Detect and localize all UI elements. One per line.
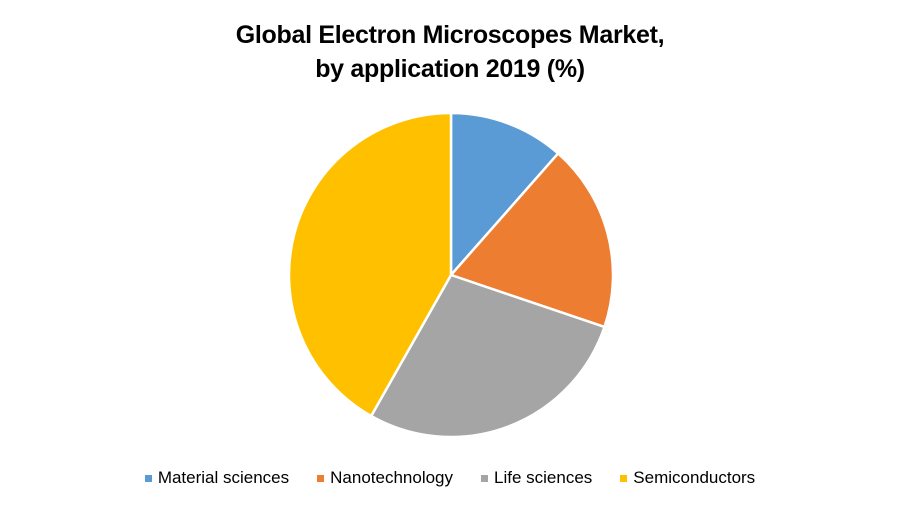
- legend-item-life-sciences: Life sciences: [481, 468, 592, 488]
- legend-swatch-material-sciences: [144, 474, 152, 482]
- legend-label: Nanotechnology: [330, 468, 454, 487]
- legend-swatch-nanotechnology: [317, 474, 325, 482]
- legend-item-nanotechnology: Nanotechnology: [317, 468, 453, 488]
- chart-title: Global Electron Microscopes Market, by a…: [0, 18, 900, 86]
- chart-title-line-2: by application 2019 (%): [315, 55, 585, 83]
- pie-slice-nanotechnology: [449, 152, 615, 329]
- legend-label: Material sciences: [157, 468, 290, 487]
- pie-slice-semiconductors: [287, 111, 453, 418]
- pie-slice-material-sciences: [449, 111, 560, 277]
- legend-item-semiconductors: Semiconductors: [620, 468, 755, 488]
- legend-label: Semiconductors: [633, 468, 756, 487]
- legend-label: Life sciences: [494, 468, 593, 487]
- chart-title-line-1: Global Electron Microscopes Market,: [235, 21, 665, 49]
- legend-swatch-life-sciences: [481, 474, 489, 482]
- legend: Material sciences Nanotechnology Life sc…: [0, 468, 900, 488]
- legend-item-material-sciences: Material sciences: [144, 468, 290, 488]
- legend-swatch-semiconductors: [620, 474, 628, 482]
